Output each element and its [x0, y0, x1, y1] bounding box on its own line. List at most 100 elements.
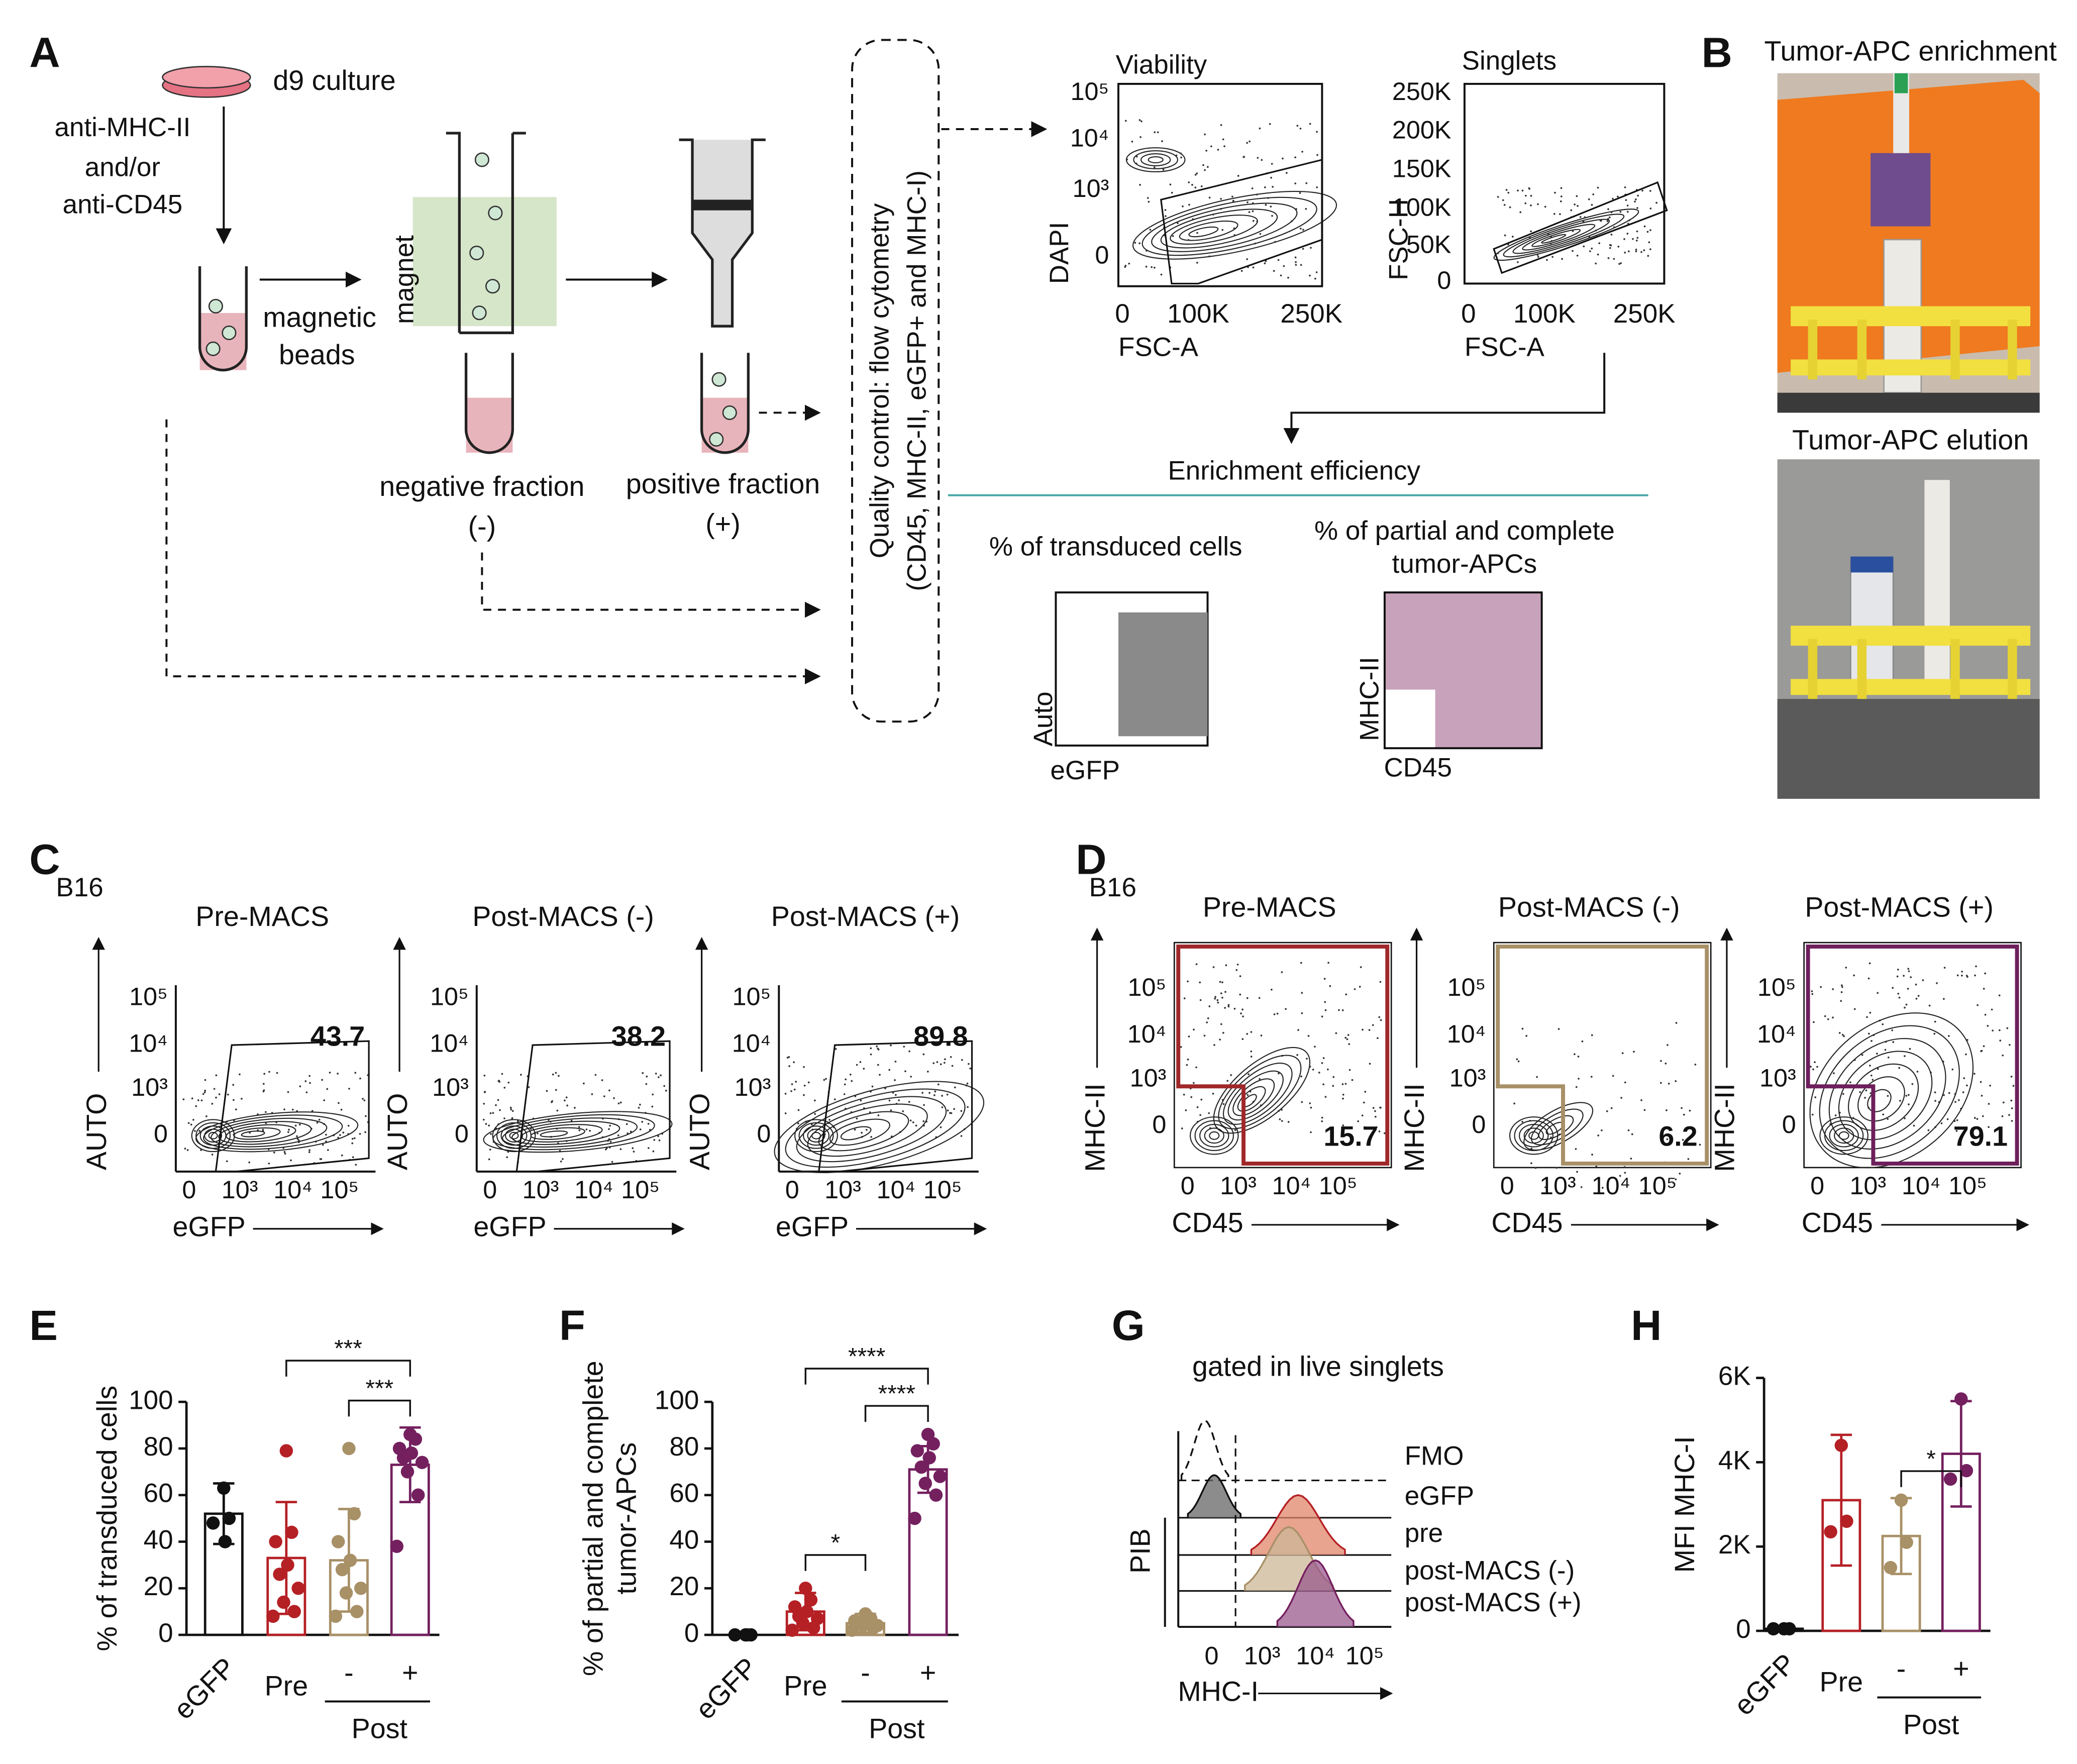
label: 0 [1782, 1110, 1796, 1138]
event-dot [652, 1150, 655, 1153]
event-dot [1345, 993, 1347, 996]
event-dot [825, 1078, 827, 1080]
event-dot [1145, 265, 1148, 268]
event-dot [803, 1066, 805, 1068]
event-dot [1225, 964, 1227, 967]
event-dot [337, 1136, 339, 1139]
event-dot [318, 1118, 321, 1121]
event-dot [630, 1130, 632, 1133]
event-dot [888, 1069, 891, 1071]
event-dot [327, 1149, 329, 1151]
photo-element [1850, 556, 1894, 573]
event-dot [1643, 225, 1646, 228]
event-dot [190, 1123, 192, 1126]
label: 10⁵ [1319, 1171, 1358, 1200]
event-dot [1302, 248, 1304, 250]
event-dot [501, 1073, 503, 1075]
event-dot [1887, 1095, 1889, 1097]
y-tick-label: 0 [1736, 1614, 1750, 1644]
event-dot [562, 1158, 564, 1160]
y-axis-label: MFI MHC-I [1669, 1436, 1700, 1573]
event-dot [1672, 1182, 1675, 1184]
data-point [273, 1568, 286, 1581]
event-dot [1530, 1162, 1532, 1165]
y-axis-label: % of partial and complete [577, 1361, 608, 1676]
label: 10³ [1244, 1641, 1281, 1670]
label: 0 [1152, 1110, 1166, 1138]
event-dot [339, 1134, 341, 1136]
event-dot [510, 1108, 512, 1111]
event-dot [1627, 211, 1629, 213]
label: 10⁵ [1128, 973, 1167, 1001]
photo-element [1791, 626, 2031, 646]
event-dot [218, 1093, 221, 1095]
label: Auto [1028, 691, 1058, 746]
event-dot [1635, 198, 1637, 200]
event-dot [1521, 1120, 1523, 1123]
event-dot [1635, 250, 1637, 253]
event-dot [1521, 1027, 1524, 1030]
event-dot [528, 1086, 530, 1088]
contour [226, 1124, 296, 1143]
event-dot [1643, 249, 1645, 252]
cell [711, 372, 726, 387]
event-dot [273, 1152, 275, 1154]
event-dot [1682, 1138, 1684, 1141]
event-dot [262, 1083, 265, 1085]
contour [540, 1130, 568, 1137]
event-dot [283, 1151, 286, 1153]
event-dot [1892, 1041, 1895, 1043]
label: magnet [389, 235, 419, 324]
event-dot [1246, 997, 1249, 999]
data-point [354, 1581, 368, 1595]
data-point [331, 1535, 345, 1548]
event-dot [859, 1061, 862, 1063]
event-dot [937, 1083, 940, 1086]
event-dot [1861, 1054, 1863, 1056]
event-dot [954, 1086, 956, 1089]
event-dot [1575, 1148, 1577, 1150]
event-dot [613, 1097, 615, 1099]
event-dot [1246, 142, 1249, 144]
event-dot [294, 1124, 297, 1127]
data-point [910, 1444, 924, 1458]
label: 0 [483, 1175, 497, 1204]
event-dot [1260, 1034, 1263, 1036]
event-dot [1974, 1117, 1976, 1119]
event-dot [262, 1128, 264, 1131]
event-dot [1177, 222, 1179, 224]
event-dot [1624, 1081, 1626, 1084]
event-dot [1321, 1116, 1323, 1119]
event-dot [1252, 202, 1254, 204]
y-tick-label: 40 [144, 1525, 173, 1554]
significance-bracket [804, 1368, 929, 1385]
contour [530, 1127, 585, 1140]
label: 10³ [1130, 1063, 1167, 1092]
event-dot [1134, 242, 1136, 244]
event-dot [904, 1070, 906, 1073]
event-dot [347, 1124, 350, 1127]
event-dot [1221, 229, 1224, 231]
event-dot [1842, 1093, 1844, 1095]
event-dot [1643, 1190, 1646, 1192]
event-dot [912, 1121, 914, 1123]
y-tick-label: 100 [129, 1385, 173, 1415]
event-dot [565, 1096, 568, 1099]
event-dot [503, 1087, 506, 1089]
event-dot [1252, 220, 1255, 222]
label: negative fraction [379, 471, 584, 502]
event-dot [1853, 1008, 1856, 1010]
label: 10⁵ [430, 982, 469, 1011]
label: CD45 [1802, 1207, 1873, 1238]
event-dot [1220, 992, 1222, 994]
event-dot [1213, 1044, 1215, 1046]
contour [509, 1131, 519, 1139]
label: 10⁵ [320, 1175, 359, 1204]
event-dot [647, 1122, 650, 1125]
event-dot [1965, 975, 1968, 977]
event-dot [1525, 1034, 1528, 1037]
label: (+) [705, 508, 741, 539]
event-dot [1250, 1056, 1253, 1058]
event-dot [1619, 211, 1622, 213]
event-dot [968, 1063, 970, 1065]
